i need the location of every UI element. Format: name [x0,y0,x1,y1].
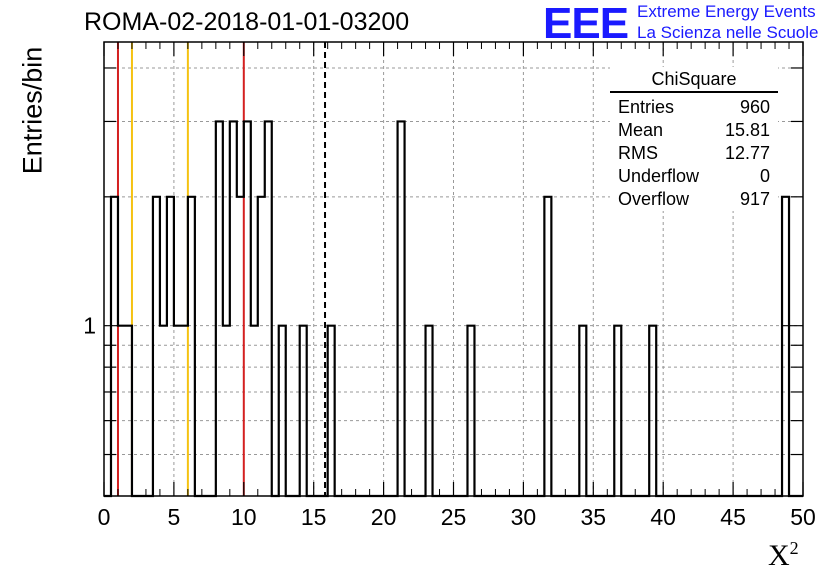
x-tick-label: 20 [371,504,397,530]
x-tick-label: 25 [441,504,467,530]
stats-label: Mean [618,120,664,140]
stats-label: Overflow [618,189,690,209]
x-tick-label: 10 [231,504,257,530]
histogram-bin [118,326,125,496]
stats-label: RMS [618,143,658,163]
stats-label: Underflow [618,166,700,186]
x-tick-label: 15 [301,504,327,530]
stats-row: Overflow 917 [610,188,778,211]
chart-title: ROMA-02-2018-01-01-03200 [84,8,410,36]
x-axis-label-base: X [768,539,790,572]
x-tick-label: 0 [98,504,111,530]
x-tick-label: 30 [511,504,537,530]
stats-value: 0 [759,166,770,186]
stats-box: ChiSquare Entries 960 Mean 15.81 RMS 12.77 … [610,67,778,211]
stats-value: 12.77 [724,143,770,163]
x-tick-label: 40 [650,504,676,530]
x-tick-label: 5 [168,504,181,530]
stats-value: 917 [739,189,770,209]
x-tick-label: 50 [790,504,816,530]
x-axis-label-superscript: 2 [789,538,799,558]
x-axis-label: X2 [768,538,799,573]
histogram-bin [237,197,244,496]
eee-logo: EEE [543,0,629,48]
stats-label: Entries [618,97,675,117]
y-axis-label: Entries/bin [17,46,48,175]
stats-value: 960 [739,97,770,117]
stats-title: ChiSquare [610,67,778,93]
stats-value: 15.81 [724,120,770,140]
stats-row: RMS 12.77 [610,142,778,165]
stats-row: Entries 960 [610,96,778,119]
logo-subtitle-1: Extreme Energy Events [637,2,816,21]
stats-row: Underflow 0 [610,165,778,188]
histogram-bin [181,326,188,496]
y-tick-label: 1 [83,313,96,339]
histogram-bin [251,326,258,496]
stats-row: Mean 15.81 [610,119,778,142]
logo-subtitle-2: La Scienza nelle Scuole [637,23,819,42]
histogram-bin [223,326,230,496]
x-tick-label: 35 [581,504,607,530]
x-tick-label: 45 [720,504,746,530]
histogram-bin [174,326,181,496]
histogram-bin [160,326,167,496]
